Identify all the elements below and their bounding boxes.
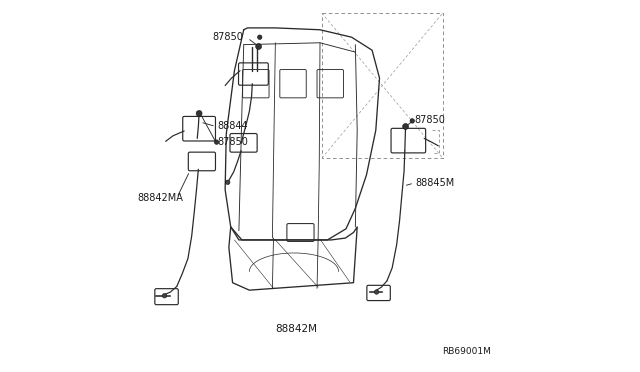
Circle shape bbox=[214, 140, 219, 144]
Circle shape bbox=[225, 180, 230, 185]
Text: 87850: 87850 bbox=[415, 115, 445, 125]
Text: 88842M: 88842M bbox=[275, 324, 317, 334]
Text: 87850: 87850 bbox=[218, 137, 248, 147]
Text: 87850: 87850 bbox=[213, 32, 244, 42]
Text: 88844: 88844 bbox=[218, 122, 248, 131]
Circle shape bbox=[163, 294, 167, 298]
Circle shape bbox=[403, 124, 408, 129]
Text: 88842MA: 88842MA bbox=[137, 193, 183, 203]
Text: RB69001M: RB69001M bbox=[442, 347, 491, 356]
Circle shape bbox=[196, 110, 202, 116]
Circle shape bbox=[374, 290, 379, 294]
Circle shape bbox=[257, 35, 262, 39]
Circle shape bbox=[410, 119, 415, 123]
Text: 88845M: 88845M bbox=[415, 178, 454, 188]
Circle shape bbox=[255, 44, 262, 49]
